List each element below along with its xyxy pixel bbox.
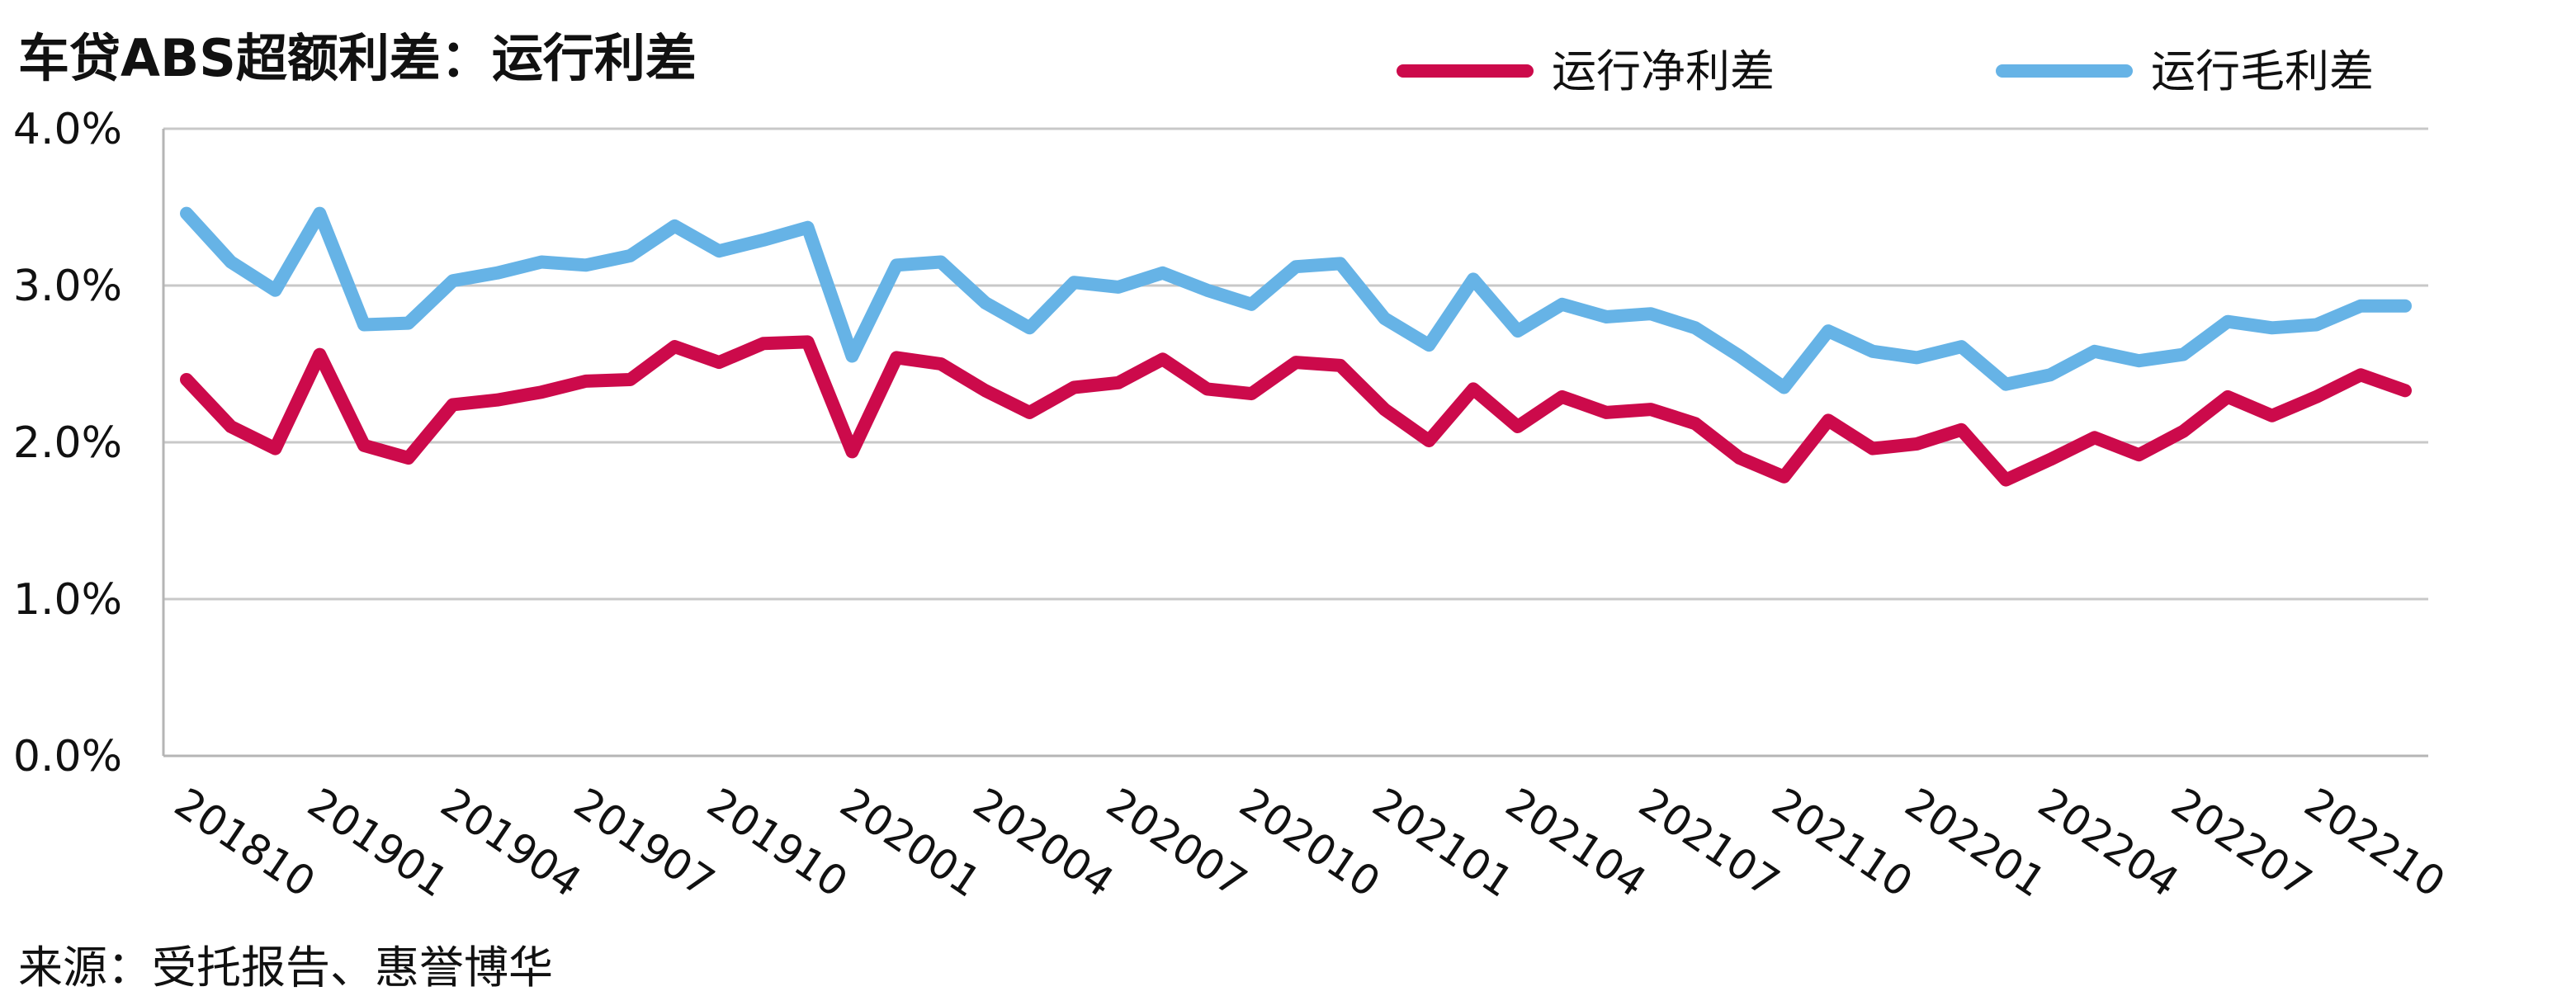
- x-tick-label: 201810: [166, 779, 324, 907]
- x-tick-label: 202104: [1497, 779, 1655, 907]
- x-tick-label: 201907: [565, 779, 723, 907]
- series-lines: [180, 206, 2412, 487]
- x-tick-label: 202110: [1764, 779, 1921, 907]
- x-tick-label: 202107: [1630, 779, 1788, 907]
- y-axis-tick-labels: 0.0% 1.0% 2.0% 3.0% 4.0%: [13, 105, 122, 781]
- x-tick-label: 202007: [1098, 779, 1255, 907]
- chart-title: 车贷ABS超额利差：运行利差: [18, 28, 697, 88]
- legend-label: 运行净利差: [1552, 45, 1775, 97]
- x-axis-tick-labels: 2018102019012019042019072019102020012020…: [166, 779, 2453, 907]
- x-tick-label: 202004: [965, 779, 1123, 907]
- legend: 运行净利差 运行毛利差: [1397, 45, 2374, 97]
- x-tick-label: 202101: [1364, 779, 1522, 907]
- y-tick-label: 1.0%: [13, 575, 122, 625]
- y-tick-label: 3.0%: [13, 262, 122, 311]
- x-tick-label: 202201: [1897, 779, 2054, 907]
- legend-label: 运行毛利差: [2151, 45, 2374, 97]
- y-tick-label: 4.0%: [13, 105, 122, 154]
- series-line-gross: [180, 206, 2412, 394]
- gridlines: [162, 127, 2428, 758]
- x-tick-label: 202207: [2162, 779, 2320, 907]
- y-tick-label: 0.0%: [13, 732, 122, 781]
- x-tick-label: 202204: [2030, 779, 2187, 907]
- x-tick-label: 201901: [300, 779, 457, 907]
- y-tick-label: 2.0%: [13, 418, 122, 468]
- x-tick-label: 201910: [698, 779, 856, 907]
- x-tick-label: 202010: [1231, 779, 1389, 907]
- x-tick-label: 202001: [832, 779, 990, 907]
- x-tick-label: 201904: [432, 779, 590, 907]
- source-note: 来源：受托报告、惠誉博华: [18, 942, 553, 994]
- series-line-net: [180, 335, 2412, 487]
- x-tick-label: 202210: [2296, 779, 2454, 907]
